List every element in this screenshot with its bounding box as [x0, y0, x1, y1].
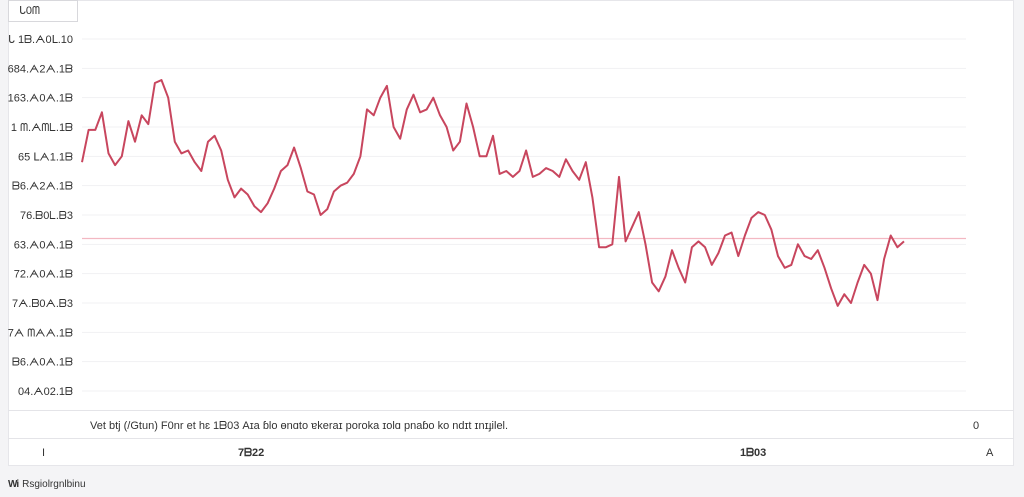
y-tick-label: 1 ᗰ.ᗅᗰᒪ.1ᗷ — [11, 122, 73, 134]
footer-divider-top — [8, 410, 1014, 411]
x-tick-label: 7ᗷ22 — [238, 447, 265, 459]
chart-panel — [8, 0, 1014, 466]
y-tick-label: ᗷ6.ᗅ0ᗅ.1ᗷ — [12, 357, 73, 369]
y-tick-label: ᗷ6.ᗅ2ᗅ.1ᗷ — [12, 181, 73, 193]
y-tick-label: 684.ᗅ2ᗅ.1ᗷ — [8, 63, 73, 75]
grid-lines — [82, 38, 966, 392]
y-tick-label: 7ᗅ.ᗷ0ᗅ.ᗷ3 — [12, 298, 73, 310]
y-axis-ticks: ᒐ 1ᗷ.ᗅ0ᒪ.10 684.ᗅ2ᗅ.1ᗷ 163.ᗅ0ᗅ.1ᗷ 1 ᗰ.ᗅᗰᒪ.1… — [8, 34, 73, 398]
y-tick-label: 163.ᗅ0ᗅ.1ᗷ — [8, 93, 73, 105]
footer-divider-mid — [8, 438, 1014, 439]
y-tick-label: 04.ᗅ02.1ᗷ — [18, 386, 73, 398]
caption-right-value: 0 — [973, 420, 980, 432]
brand-footer: Wi Rsgiolrgnlbinu — [8, 479, 86, 490]
brand-name: Rsgiolrgnlbinu — [22, 479, 86, 490]
brand-logo-icon: Wi — [8, 479, 19, 490]
chart-caption: Vet btj (/Gtun) F0nr et hɛ 1ᗷ03 Aɪa ɓlo … — [90, 420, 509, 432]
right-marker: A — [986, 447, 994, 459]
y-tick-label: 65 ᒪᗅ1.1ᗷ — [18, 151, 73, 163]
y-tick-label: 72.ᗅ0ᗅ.1ᗷ — [14, 269, 73, 281]
y-tick-label: 76.ᗷ0ᒪ.ᗷ3 — [20, 210, 73, 222]
line-chart: ᒐ 1ᗷ.ᗅ0ᒪ.10 684.ᗅ2ᗅ.1ᗷ 163.ᗅ0ᗅ.1ᗷ 1 ᗰ.ᗅᗰᒪ.1… — [8, 34, 966, 398]
x-tick-label: 1ᗷ03 — [740, 447, 767, 459]
corner-label: ᒐ0ᗰ — [8, 0, 78, 22]
left-marker: I — [42, 447, 46, 459]
series-line — [81, 79, 905, 307]
y-tick-label: 7ᗅ ᗰᗅᗅ.1ᗷ — [8, 327, 73, 339]
y-tick-label: 63.ᗅ0ᗅ.1ᗷ — [14, 239, 73, 251]
y-tick-label: ᒐ 1ᗷ.ᗅ0ᒪ.10 — [8, 34, 73, 46]
